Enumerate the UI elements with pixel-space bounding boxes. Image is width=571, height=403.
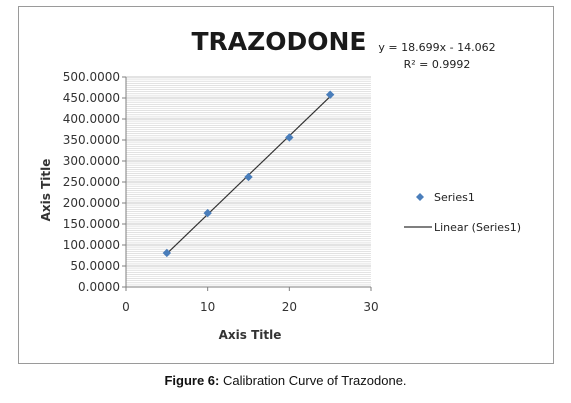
y-tick-label-9: 450.0000 <box>63 91 120 105</box>
data-point-0-3 <box>285 133 294 142</box>
calibration-chart: TRAZODONE y = 18.699x - 14.062 R² = 0.99… <box>39 27 521 342</box>
x-tick-label-2: 20 <box>282 300 297 314</box>
x-tick-label-0: 0 <box>122 300 130 314</box>
y-tick-label-4: 200.0000 <box>63 196 120 210</box>
legend-label-series1: Series1 <box>434 191 475 204</box>
caption-label: Figure 6: <box>164 373 220 388</box>
data-points <box>162 90 335 258</box>
x-tick-label-3: 30 <box>363 300 378 314</box>
y-tick-label-0: 0.0000 <box>78 280 120 294</box>
y-axis-title: Axis Title <box>39 159 53 222</box>
y-tick-label-7: 350.0000 <box>63 133 120 147</box>
data-point-0-0 <box>162 248 172 258</box>
trendline-equation: y = 18.699x - 14.062 <box>378 41 495 54</box>
y-tick-label-2: 100.0000 <box>63 238 120 252</box>
legend-marker-series1 <box>416 193 424 201</box>
y-tick-label-5: 250.0000 <box>63 175 120 189</box>
x-tick-label-1: 10 <box>200 300 215 314</box>
y-tick-label-1: 50.0000 <box>70 259 120 273</box>
x-axis-title: Axis Title <box>219 328 282 342</box>
data-point-0-4 <box>325 90 335 99</box>
legend-label-trendline: Linear (Series1) <box>434 221 521 234</box>
figure-caption: Figure 6: Calibration Curve of Trazodone… <box>0 373 571 388</box>
y-tick-label-8: 400.0000 <box>63 112 120 126</box>
y-tick-label-6: 300.0000 <box>63 154 120 168</box>
data-point-0-1 <box>203 208 212 218</box>
grid-lines <box>126 76 371 288</box>
caption-text: Calibration Curve of Trazodone. <box>219 373 407 388</box>
trendline-r2: R² = 0.9992 <box>404 58 471 71</box>
data-point-0-2 <box>244 172 253 182</box>
y-tick-label-10: 500.0000 <box>63 70 120 84</box>
y-axis-ticks: 0.0000 50.0000 100.0000 150.0000 200.0000 250… <box>63 70 126 294</box>
chart-frame: TRAZODONE y = 18.699x - 14.062 R² = 0.99… <box>18 6 554 364</box>
y-tick-label-3: 150.0000 <box>63 217 120 231</box>
chart-title: TRAZODONE <box>191 27 366 56</box>
legend: Series1 Linear (Series1) <box>404 191 521 234</box>
x-axis-ticks: 0 10 20 30 <box>122 287 379 314</box>
